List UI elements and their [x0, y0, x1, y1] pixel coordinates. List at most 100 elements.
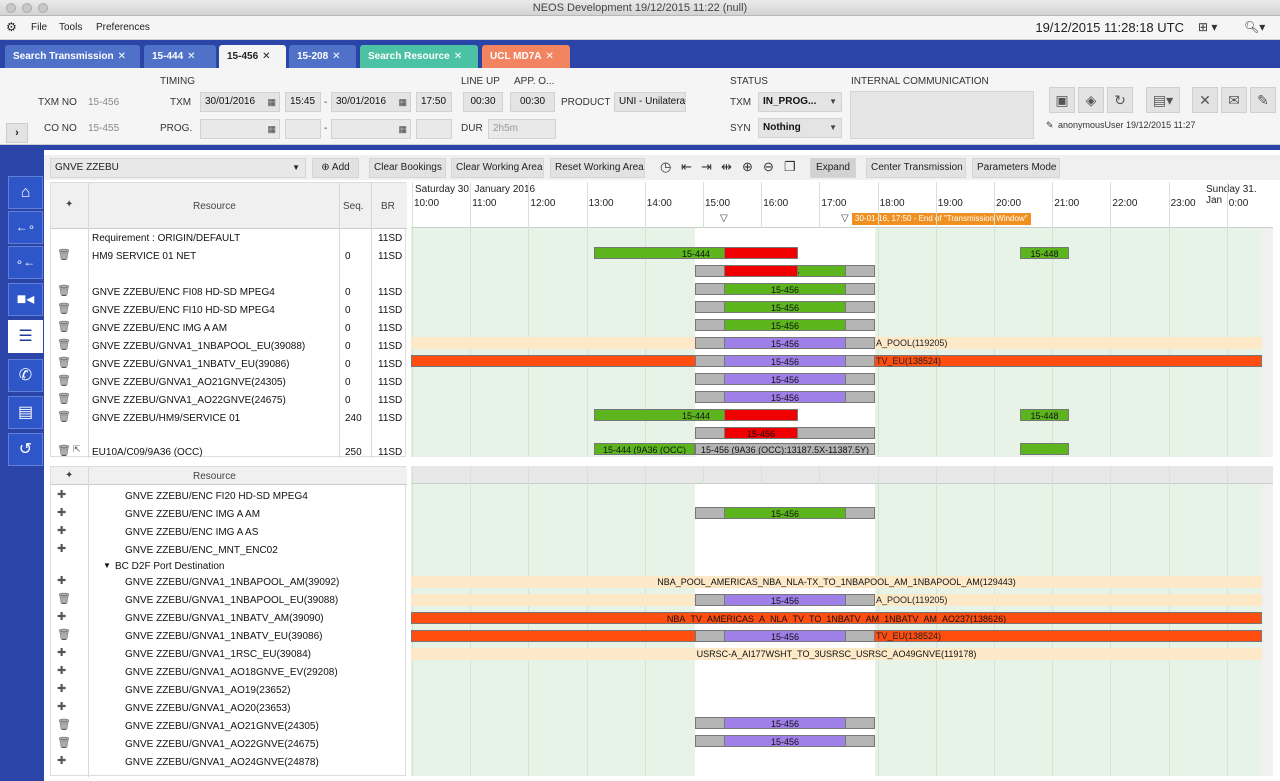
table-row[interactable]: 🗑︎ GNVE ZZEBU/ENC FI10 HD-SD MPEG4 0 11SD: [51, 301, 407, 319]
menu-tools[interactable]: Tools: [59, 22, 83, 33]
table-row[interactable]: 🗑︎ GNVE ZZEBU/ENC FI08 HD-SD MPEG4 0 11SD: [51, 283, 407, 301]
booking-bar[interactable]: [724, 409, 798, 421]
lineup-field[interactable]: 00:30: [463, 92, 503, 112]
incoming-icon[interactable]: ←∘: [8, 211, 43, 244]
table-row[interactable]: 🗑︎ HM9 SERVICE 01 NET 0 11SD: [51, 247, 407, 265]
trash-icon[interactable]: 🗑︎: [57, 249, 71, 261]
booking-bar[interactable]: 15-456: [724, 427, 798, 439]
tab-close-icon[interactable]: ✕: [545, 51, 554, 62]
booking-bar[interactable]: 15-456 (9A36 (OCC):13187.5X-11387.5Y): [695, 443, 875, 455]
table-row[interactable]: 🗑︎ GNVE ZZEBU/GNVA1_1NBAPOOL_EU(39088): [51, 591, 407, 609]
table-row[interactable]: Requirement : ORIGIN/DEFAULT 11SD: [51, 229, 407, 247]
table-row[interactable]: 🗑︎ GNVE ZZEBU/GNVA1_1NBATV_EU(39086): [51, 627, 407, 645]
booking-bar[interactable]: 15-456: [724, 717, 846, 729]
booking-bar[interactable]: 15-444 (9A36 (OCC): [594, 443, 695, 455]
table-row[interactable]: ✚ GNVE ZZEBU/GNVA1_1RSC_EU(39084): [51, 645, 407, 663]
add-plus-icon[interactable]: ✚: [57, 683, 67, 695]
table-row[interactable]: ✚ GNVE ZZEBU/ENC IMG A AM: [51, 505, 407, 523]
tab-ucl-md7a[interactable]: UCL MD7A ✕: [482, 45, 570, 68]
go-start-icon[interactable]: ⇤: [681, 159, 692, 174]
trash-icon[interactable]: 🗑︎: [57, 445, 71, 457]
trash-icon[interactable]: 🗑︎: [57, 411, 71, 423]
add-plus-icon[interactable]: ✚: [57, 665, 67, 677]
table-row[interactable]: 🗑︎ GNVE ZZEBU/ENC IMG A AM 0 11SD: [51, 319, 407, 337]
txm-status-select[interactable]: IN_PROG... ▼: [758, 92, 842, 112]
clipboard-dropdown-icon[interactable]: ▤▾: [1146, 87, 1180, 113]
trash-icon[interactable]: 🗑︎: [57, 737, 71, 749]
booking-bar[interactable]: 15-456: [724, 319, 846, 331]
menu-file[interactable]: File: [31, 22, 48, 33]
go-end-icon[interactable]: ⇥: [701, 159, 712, 174]
prog-start-time-field[interactable]: [285, 119, 321, 139]
table-row[interactable]: ✚ GNVE ZZEBU/GNVA1_AO18GNVE_EV(29208): [51, 663, 407, 681]
clear-bookings-button[interactable]: Clear Bookings: [369, 158, 446, 178]
booking-bar[interactable]: [1020, 443, 1069, 455]
trash-icon[interactable]: 🗑︎: [57, 339, 71, 351]
outgoing-icon[interactable]: ∘←: [8, 246, 43, 279]
trash-icon[interactable]: 🗑︎: [57, 593, 71, 605]
booking-bar[interactable]: 15-456: [724, 735, 846, 747]
table-row[interactable]: 🗑︎ GNVE ZZEBU/GNVA1_1NBATV_EU(39086) 0 11SD: [51, 355, 407, 373]
camera-icon[interactable]: ■◂: [8, 283, 43, 316]
cancel-x-icon[interactable]: ✕: [1192, 87, 1218, 113]
table-row[interactable]: ✚ GNVE ZZEBU/GNVA1_AO19(23652): [51, 681, 407, 699]
expand-button[interactable]: Expand: [810, 158, 856, 178]
refresh-icon[interactable]: ↻: [1107, 87, 1133, 113]
booking-bar[interactable]: 15-456: [724, 283, 846, 295]
settings-gear-icon[interactable]: ⚙: [6, 20, 17, 34]
table-row[interactable]: 🗑︎ GNVE ZZEBU/GNVA1_AO21GNVE(24305): [51, 717, 407, 735]
booking-bar[interactable]: 15-456: [724, 337, 846, 349]
add-plus-icon[interactable]: ✚: [57, 507, 67, 519]
booking-bar[interactable]: NBA_TV_AMERICAS_A_NLA_TV_TO_1NBATV_AM_1N…: [411, 612, 1262, 624]
txm-start-time-field[interactable]: 15:45: [285, 92, 321, 112]
calendar-icon[interactable]: ▦: [398, 124, 407, 134]
parameters-mode-button[interactable]: Parameters Mode: [972, 158, 1060, 178]
mail-icon[interactable]: ✉: [1221, 87, 1247, 113]
copy-icon[interactable]: ❐: [784, 159, 796, 174]
table-row[interactable]: ✚ GNVE ZZEBU/GNVA1_1NBATV_AM(39090): [51, 609, 407, 627]
trash-icon[interactable]: 🗑︎: [57, 393, 71, 405]
tab-close-icon[interactable]: ✕: [117, 51, 126, 62]
calendar-icon[interactable]: ▦: [267, 97, 276, 107]
table-row[interactable]: ✚ GNVE ZZEBU/GNVA1_1NBAPOOL_AM(39092): [51, 573, 407, 591]
open-external-icon[interactable]: ⇱: [73, 444, 81, 454]
clear-working-area-button[interactable]: Clear Working Area: [451, 158, 544, 178]
minimize-window-button[interactable]: [22, 3, 32, 13]
trash-icon[interactable]: 🗑︎: [57, 303, 71, 315]
trash-icon[interactable]: 🗑︎: [57, 321, 71, 333]
clipboard-icon[interactable]: ▤: [8, 396, 43, 429]
tab-search-resource[interactable]: Search Resource ✕: [360, 45, 478, 68]
layers-icon[interactable]: ◈: [1078, 87, 1104, 113]
trash-icon[interactable]: 🗑︎: [57, 629, 71, 641]
syn-status-select[interactable]: Nothing ▼: [758, 118, 842, 138]
prog-start-date-field[interactable]: ▦: [200, 119, 280, 139]
zoom-in-icon[interactable]: ⊕: [742, 159, 753, 174]
product-field[interactable]: UNI - Unilateral: [614, 92, 686, 112]
history-icon[interactable]: ↺: [8, 433, 43, 466]
app-field[interactable]: 00:30: [510, 92, 555, 112]
calendar-icon[interactable]: ▦: [267, 124, 276, 134]
booking-bar[interactable]: 15-456: [724, 355, 846, 367]
table-row[interactable]: ✚ GNVE ZZEBU/GNVA1_AO20(23653): [51, 699, 407, 717]
booking-bar[interactable]: [724, 247, 798, 259]
tab-search-transmission[interactable]: Search Transmission ✕: [5, 45, 140, 68]
add-window-icon[interactable]: ⊞ ▾: [1198, 20, 1218, 34]
booking-bar[interactable]: 15-448: [1020, 409, 1069, 421]
booking-bar[interactable]: 15-456: [724, 391, 846, 403]
tab-close-icon[interactable]: ✕: [187, 51, 196, 62]
tab-close-icon[interactable]: ✕: [332, 51, 341, 62]
add-plus-icon[interactable]: ✚: [57, 647, 67, 659]
txm-end-time-field[interactable]: 17:50: [416, 92, 452, 112]
collapse-triangle-icon[interactable]: ▼: [103, 561, 111, 570]
tab-15-208[interactable]: 15-208 ✕: [289, 45, 356, 68]
tab-close-icon[interactable]: ✕: [262, 51, 271, 62]
add-button[interactable]: ⊕ Add: [312, 158, 359, 178]
table-row[interactable]: 🗑︎ EU10A/C09/9A36 (OCC) 250 11SD: [51, 443, 407, 461]
table-row[interactable]: 🗑︎ GNVE ZZEBU/HM9/SERVICE 01 240 11SD: [51, 409, 407, 427]
gantt-list-icon[interactable]: ☰: [8, 320, 43, 353]
expand-chevron-icon[interactable]: ›: [6, 123, 28, 143]
sort-icon[interactable]: ✦: [65, 470, 74, 481]
trash-icon[interactable]: 🗑︎: [57, 719, 71, 731]
zoom-menu-icon[interactable]: 🔍︎▾: [1244, 20, 1266, 34]
booking-bar[interactable]: [724, 265, 798, 277]
